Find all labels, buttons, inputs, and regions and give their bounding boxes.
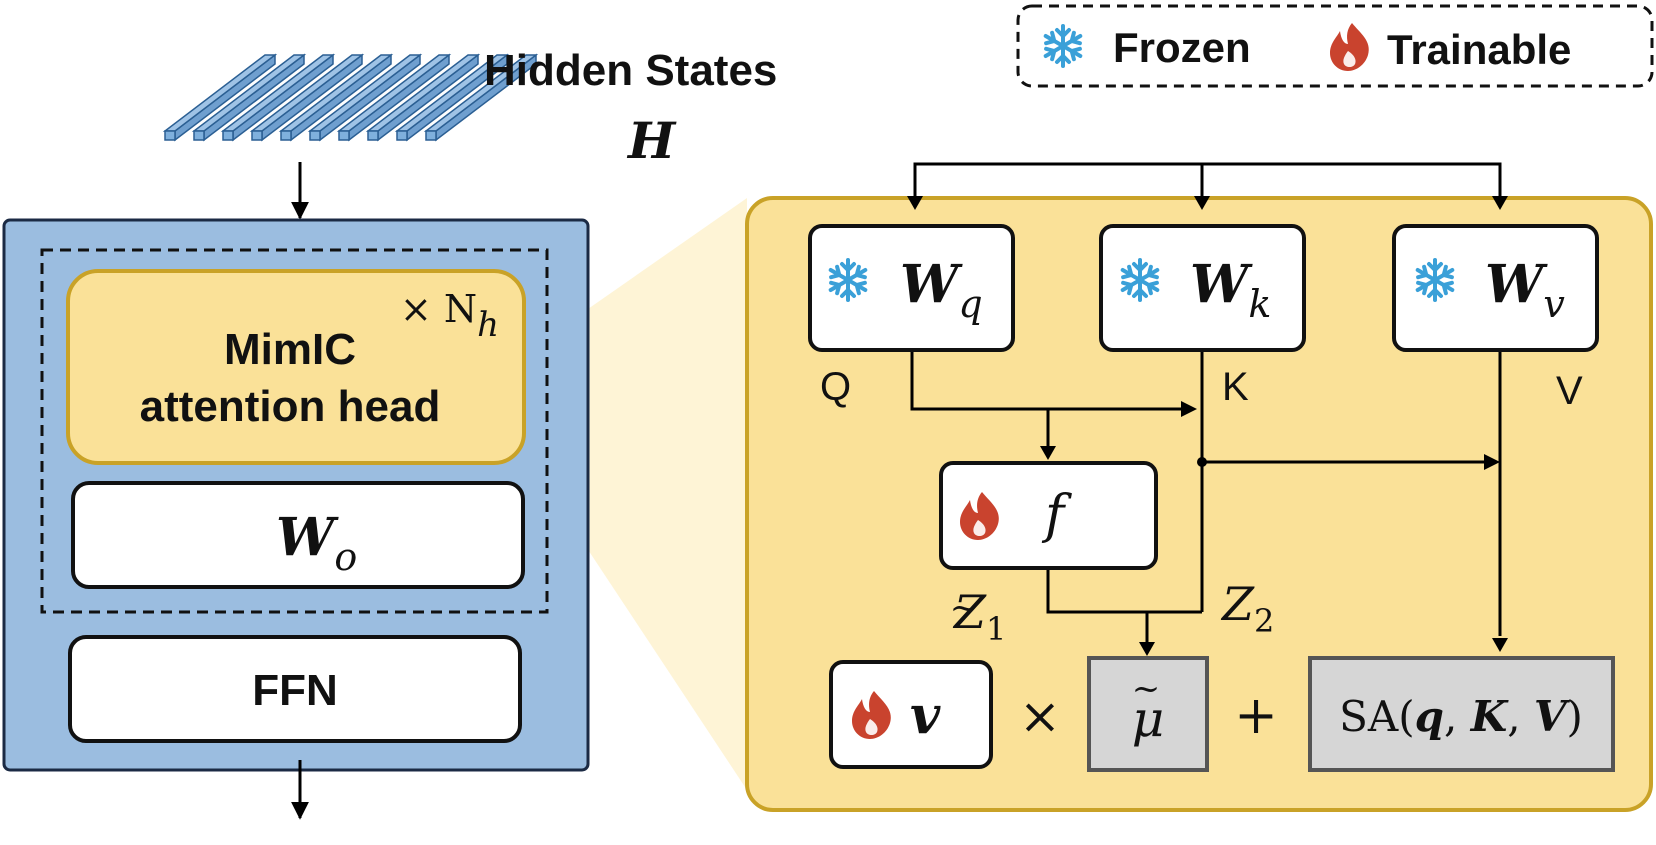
- arrow-to-wk: [1194, 196, 1210, 210]
- sa-box: [1308, 656, 1615, 772]
- hidden-state-slab: [278, 53, 394, 142]
- hidden-state-slab: [249, 53, 365, 142]
- arrow-to-wv: [1492, 196, 1508, 210]
- arrow-to-f: [1040, 446, 1056, 460]
- q-label: Q: [820, 365, 851, 409]
- mu-box: [1087, 656, 1209, 772]
- arrow-to-wq: [907, 196, 923, 210]
- mimic-attention-head: [66, 269, 526, 465]
- hidden-state-slab: [365, 53, 481, 142]
- hidden-states-slabs: [162, 53, 539, 142]
- arrow-q-to-k: [1181, 401, 1197, 417]
- arrow-k-to-v: [1484, 454, 1500, 470]
- z1-label: Z1: [952, 585, 1006, 648]
- wk-box: [1099, 224, 1306, 352]
- plus-operator: +: [1234, 686, 1278, 746]
- sa-label: SA(q, K, V): [1339, 692, 1583, 741]
- attention-head-line2: attention head: [140, 382, 441, 431]
- v-label: V: [1556, 369, 1583, 413]
- hidden-state-slab: [423, 53, 539, 142]
- mu-accent: ~: [1132, 669, 1161, 709]
- legend: Frozen Trainable: [1016, 4, 1654, 88]
- f-box: [939, 461, 1158, 570]
- hidden-state-slab: [191, 53, 307, 142]
- wq-label: Wq: [900, 254, 983, 326]
- repeat-count: × Nh: [400, 287, 499, 345]
- wv-label: Wv: [1485, 254, 1565, 326]
- mu-label: μ: [1132, 690, 1165, 748]
- k-junction: [1197, 457, 1207, 467]
- wv-box: [1392, 224, 1599, 352]
- ffn-box: [68, 635, 522, 743]
- hidden-states-symbol: H: [626, 111, 677, 170]
- input-distribution-lines: [913, 162, 1502, 196]
- hidden-states-title: Hidden States: [484, 46, 777, 95]
- z1-accent: ~: [950, 588, 979, 628]
- repeated-block: [40, 248, 549, 614]
- k-label: K: [1222, 365, 1249, 409]
- hidden-state-slab: [394, 53, 510, 142]
- hidden-state-slab: [162, 53, 278, 142]
- times-operator: ×: [1019, 687, 1061, 745]
- v-vector-box: [829, 660, 993, 769]
- hidden-state-slab: [336, 53, 452, 142]
- wo-label: Wo: [276, 507, 357, 579]
- z2-label: Z2: [1220, 577, 1274, 640]
- hidden-state-slab: [307, 53, 423, 142]
- wk-label: Wk: [1190, 254, 1271, 326]
- arrow-to-mu: [1139, 642, 1155, 656]
- wq-box: [808, 224, 1015, 352]
- arrow-to-sa: [1492, 638, 1508, 652]
- v-vector-label: v: [910, 685, 941, 746]
- hidden-state-slab: [220, 53, 336, 142]
- legend-trainable-label: Trainable: [1387, 26, 1571, 73]
- ffn-label: FFN: [252, 666, 338, 715]
- wo-box: [71, 481, 525, 589]
- attention-flow-lines: [910, 352, 1502, 642]
- legend-frozen-label: Frozen: [1113, 24, 1251, 71]
- attention-head-line1: MimIC: [224, 325, 356, 374]
